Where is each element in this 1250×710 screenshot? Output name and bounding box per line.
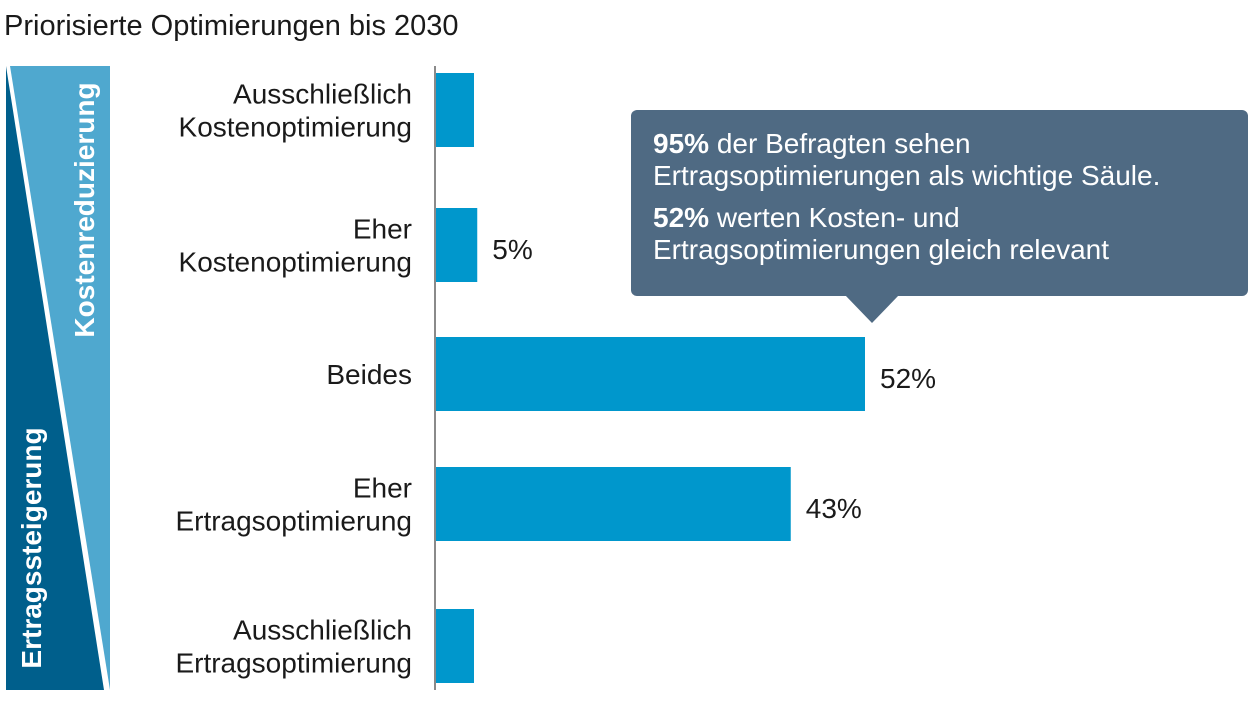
bar-5: [436, 609, 474, 683]
priority-wedge-axis: Kostenreduzierung Ertragssteigerung: [6, 66, 110, 690]
chart-title: Priorisierte Optimierungen bis 2030: [4, 10, 459, 42]
callout-box: 95% der Befragten sehen Ertragsoptimieru…: [631, 110, 1248, 296]
bar-2: [436, 208, 478, 282]
bar-3: [436, 337, 865, 411]
ertragssteigerung-wedge: [6, 66, 104, 690]
value-label-4: 43%: [806, 493, 862, 524]
kostenreduzierung-label: Kostenreduzierung: [69, 82, 100, 337]
value-label-2: 5%: [492, 234, 532, 265]
callout-highlight-95: 95%: [653, 128, 710, 159]
bar-4: [436, 467, 791, 541]
category-label-2: Eher Kostenoptimierung: [179, 214, 412, 278]
category-labels: Ausschließlich Kostenoptimierung Eher Koste…: [175, 79, 412, 679]
category-label-3: Beides: [326, 359, 412, 390]
callout-text-1: der Befragten sehen: [709, 128, 971, 159]
callout-highlight-52: 52%: [653, 202, 710, 233]
callout-text-2: Ertragsoptimierungen als wichtige Säule.: [653, 160, 1161, 191]
ertragssteigerung-label: Ertragssteigerung: [16, 427, 47, 668]
bar-1: [436, 73, 474, 147]
category-label-5: Ausschließlich Ertragsoptimierung: [175, 615, 412, 679]
callout-text-3: werten Kosten- und: [709, 202, 960, 233]
bars-group: [436, 73, 865, 683]
kostenreduzierung-wedge: [10, 66, 110, 690]
callout-pointer: [845, 295, 899, 323]
callout-text-4: Ertragsoptimierungen gleich relevant: [653, 234, 1110, 265]
category-label-4: Eher Ertragsoptimierung: [175, 473, 412, 537]
value-label-3: 52%: [880, 363, 936, 394]
category-label-1: Ausschließlich Kostenoptimierung: [179, 79, 412, 143]
value-labels: 5% 52% 43%: [492, 234, 936, 524]
